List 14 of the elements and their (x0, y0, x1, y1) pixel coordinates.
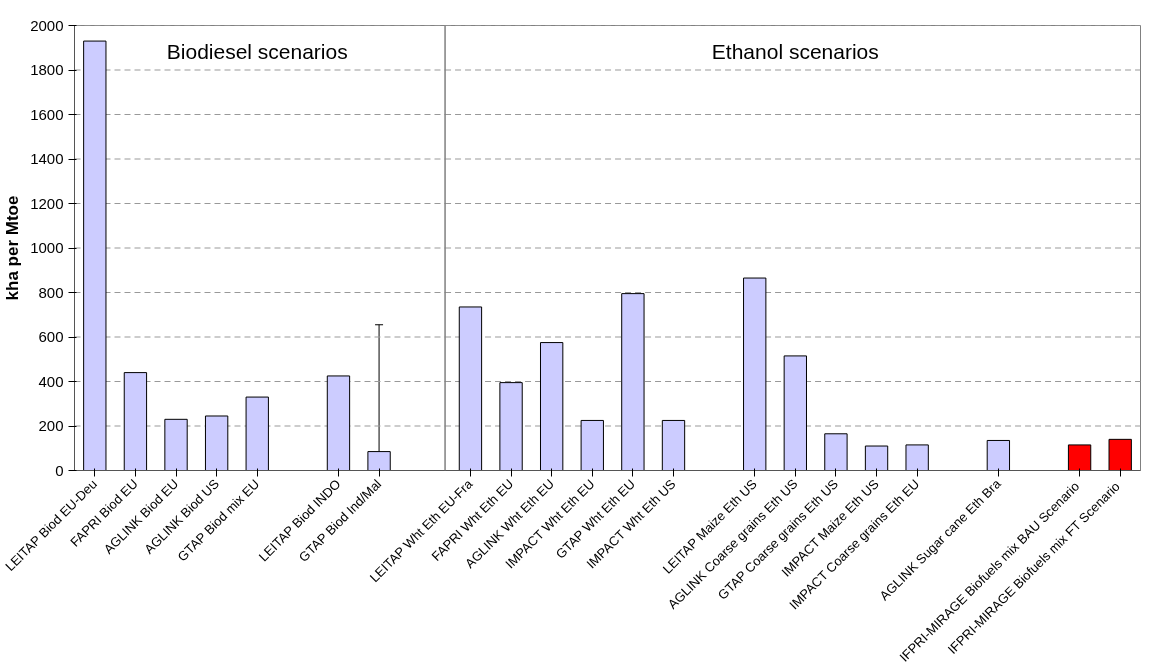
y-tick-label: 400 (38, 372, 64, 390)
y-tick-label: 600 (38, 328, 64, 345)
y-tick-label: 1600 (30, 105, 64, 123)
y-tick-label: 1400 (30, 150, 64, 167)
y-tick-label: 0 (55, 461, 64, 479)
y-tick-label: 1800 (30, 61, 64, 78)
y-tick-label: 2000 (30, 16, 64, 34)
y-axis-title: kha per Mtoe (3, 195, 23, 301)
annotation: Ethanol scenarios (711, 40, 879, 64)
y-tick-label: 200 (38, 417, 64, 434)
y-tick-label: 1000 (30, 239, 64, 256)
y-tick-label: 800 (38, 283, 64, 301)
annotation: Biodiesel scenarios (166, 40, 348, 64)
y-tick-label: 1200 (30, 194, 64, 212)
